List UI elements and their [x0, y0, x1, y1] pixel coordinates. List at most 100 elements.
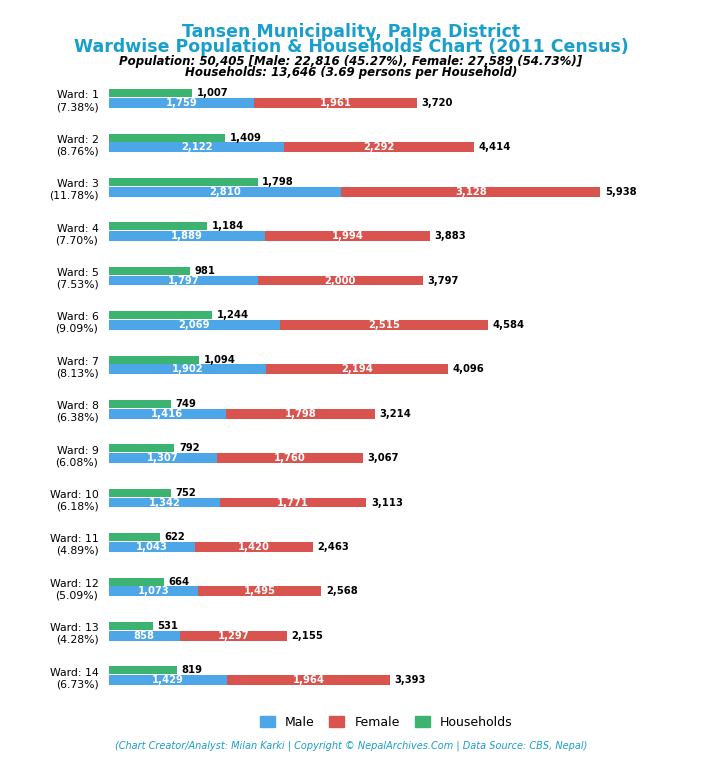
- Bar: [109, 134, 225, 141]
- Text: 5,938: 5,938: [605, 187, 637, 197]
- Bar: [109, 409, 226, 419]
- Bar: [109, 542, 195, 551]
- Bar: [109, 453, 217, 463]
- Text: 664: 664: [168, 577, 190, 587]
- Bar: [109, 578, 164, 585]
- Text: 2,292: 2,292: [364, 142, 395, 152]
- Bar: [109, 143, 284, 152]
- Bar: [109, 98, 254, 108]
- Text: 981: 981: [194, 266, 216, 276]
- Bar: [109, 320, 280, 329]
- Bar: [220, 498, 366, 508]
- Bar: [109, 631, 180, 641]
- Text: 1,964: 1,964: [292, 675, 324, 685]
- Text: 2,000: 2,000: [324, 276, 356, 286]
- Bar: [109, 89, 192, 98]
- Bar: [109, 622, 153, 630]
- Text: 531: 531: [157, 621, 178, 631]
- Text: 752: 752: [176, 488, 197, 498]
- Bar: [217, 453, 363, 463]
- Text: 1,416: 1,416: [152, 409, 183, 419]
- Bar: [109, 675, 227, 685]
- Text: Population: 50,405 [Male: 22,816 (45.27%), Female: 27,589 (54.73%)]: Population: 50,405 [Male: 22,816 (45.27%…: [119, 55, 583, 68]
- Text: 3,128: 3,128: [455, 187, 486, 197]
- Text: 1,495: 1,495: [244, 586, 275, 596]
- Text: 3,113: 3,113: [371, 498, 403, 508]
- Bar: [109, 223, 207, 230]
- Text: 1,889: 1,889: [171, 231, 203, 241]
- Text: 1,429: 1,429: [152, 675, 184, 685]
- Text: Wardwise Population & Households Chart (2011 Census): Wardwise Population & Households Chart (…: [74, 38, 628, 56]
- Text: 1,184: 1,184: [211, 221, 244, 231]
- Bar: [109, 276, 258, 286]
- Bar: [180, 631, 287, 641]
- Bar: [109, 365, 266, 374]
- Bar: [109, 445, 174, 452]
- Text: 792: 792: [179, 443, 199, 453]
- Text: 1,244: 1,244: [216, 310, 249, 320]
- Bar: [254, 98, 417, 108]
- Text: 1,420: 1,420: [238, 542, 270, 552]
- Bar: [226, 409, 375, 419]
- Bar: [195, 542, 312, 551]
- Text: 1,342: 1,342: [148, 498, 180, 508]
- Text: (Chart Creator/Analyst: Milan Karki | Copyright © NepalArchives.Com | Data Sourc: (Chart Creator/Analyst: Milan Karki | Co…: [115, 740, 587, 751]
- Text: 1,760: 1,760: [274, 453, 305, 463]
- Text: 2,194: 2,194: [341, 364, 373, 374]
- Bar: [284, 143, 474, 152]
- Text: 1,994: 1,994: [332, 231, 364, 241]
- Text: 1,094: 1,094: [204, 355, 236, 365]
- Text: 2,810: 2,810: [209, 187, 241, 197]
- Text: 4,414: 4,414: [479, 142, 511, 152]
- Bar: [109, 488, 171, 497]
- Text: Tansen Municipality, Palpa District: Tansen Municipality, Palpa District: [182, 23, 520, 41]
- Bar: [109, 400, 171, 408]
- Text: 1,798: 1,798: [262, 177, 294, 187]
- Text: 2,122: 2,122: [181, 142, 213, 152]
- Text: 1,771: 1,771: [277, 498, 309, 508]
- Text: 2,568: 2,568: [326, 586, 358, 596]
- Text: 1,961: 1,961: [319, 98, 352, 108]
- Bar: [266, 365, 448, 374]
- Text: 1,297: 1,297: [218, 631, 249, 641]
- Text: 749: 749: [176, 399, 197, 409]
- Bar: [109, 178, 258, 186]
- Bar: [341, 187, 600, 197]
- Text: 2,155: 2,155: [292, 631, 324, 641]
- Text: Households: 13,646 (3.69 persons per Household): Households: 13,646 (3.69 persons per Hou…: [185, 66, 517, 79]
- Text: 622: 622: [165, 532, 185, 542]
- Bar: [109, 356, 199, 363]
- Text: 2,069: 2,069: [179, 320, 210, 330]
- Bar: [109, 187, 341, 197]
- Text: 1,073: 1,073: [138, 586, 169, 596]
- Bar: [265, 231, 430, 241]
- Text: 1,043: 1,043: [136, 542, 168, 552]
- Text: 3,067: 3,067: [367, 453, 399, 463]
- Legend: Male, Female, Households: Male, Female, Households: [255, 711, 517, 734]
- Text: 1,902: 1,902: [172, 364, 204, 374]
- Text: 3,720: 3,720: [421, 98, 453, 108]
- Text: 2,515: 2,515: [369, 320, 400, 330]
- Text: 819: 819: [181, 665, 202, 675]
- Bar: [227, 675, 390, 685]
- Bar: [109, 266, 190, 275]
- Text: 3,883: 3,883: [435, 231, 466, 241]
- Bar: [109, 231, 265, 241]
- Text: 1,759: 1,759: [166, 98, 197, 108]
- Bar: [109, 311, 212, 319]
- Bar: [109, 667, 177, 674]
- Text: 4,096: 4,096: [452, 364, 484, 374]
- Text: 1,798: 1,798: [284, 409, 317, 419]
- Text: 1,409: 1,409: [230, 133, 262, 143]
- Bar: [198, 587, 322, 596]
- Text: 4,584: 4,584: [493, 320, 525, 330]
- Text: 858: 858: [134, 631, 155, 641]
- Text: 3,214: 3,214: [379, 409, 411, 419]
- Bar: [258, 276, 423, 286]
- Bar: [109, 587, 198, 596]
- Text: 1,797: 1,797: [167, 276, 199, 286]
- Bar: [109, 498, 220, 508]
- Bar: [280, 320, 489, 329]
- Text: 2,463: 2,463: [317, 542, 349, 552]
- Text: 3,393: 3,393: [395, 675, 425, 685]
